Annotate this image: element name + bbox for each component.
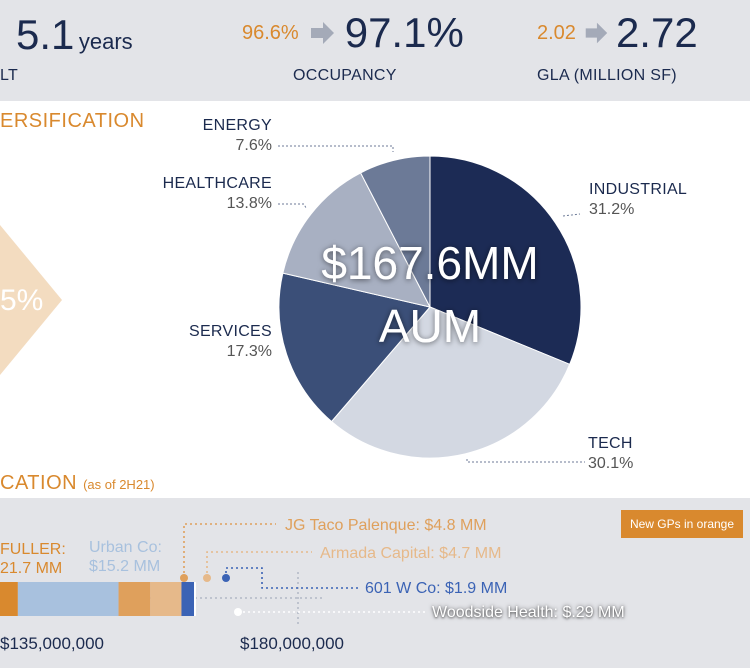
slice-name: INDUSTRIAL	[589, 181, 688, 198]
occupancy-label: OCCUPANCY	[293, 67, 397, 84]
slice-percent: 17.3%	[226, 343, 272, 360]
slice-percent: 31.2%	[589, 201, 635, 218]
slice-name: TECH	[588, 435, 633, 452]
diversification-title: ERSIFICATION	[0, 110, 145, 132]
x-tick-135m: $135,000,000	[0, 634, 104, 653]
bar-label-urban: Urban Co: $15.2 MM	[89, 538, 162, 576]
occupancy-from: 96.6%	[242, 21, 299, 44]
pie-label-energy: ENERGY 7.6%	[190, 116, 272, 156]
marker-jg	[180, 574, 188, 582]
bar-label-line: Urban Co:	[89, 539, 162, 556]
wale-label: LT	[0, 67, 19, 84]
gla-stat: 2.02 2.72	[537, 12, 698, 54]
bar-label-armada: Armada Capital: $4.7 MM	[320, 545, 502, 562]
leader-industrial	[562, 213, 581, 217]
allocation-title-text: CATION	[0, 472, 78, 494]
allocation-title-note: (as of 2H21)	[83, 477, 155, 492]
slice-name: ENERGY	[202, 117, 272, 134]
bar-label-601w: 601 W Co: $1.9 MM	[365, 580, 508, 597]
pie-center-line1: $167.6MM	[321, 237, 538, 289]
bar-label-line: 21.7 MM	[0, 560, 63, 577]
wale-value: 5.1	[16, 11, 75, 58]
gla-from: 2.02	[537, 21, 576, 44]
bar-label-jg: JG Taco Palenque: $4.8 MM	[285, 517, 487, 534]
pie-label-tech: TECH 30.1%	[588, 434, 633, 474]
leader-jg	[183, 523, 276, 578]
slice-percent: 30.1%	[588, 455, 634, 472]
new-gps-note: New GPs in orange	[621, 510, 743, 538]
pie-center-line2: AUM	[379, 300, 481, 352]
leader-healthcare	[278, 203, 307, 209]
leader-tech	[466, 459, 585, 463]
slice-percent: 13.8%	[226, 195, 272, 212]
pie-label-healthcare: HEALTHCARE 13.8%	[150, 174, 272, 214]
occupancy-stat: 96.6% 97.1%	[242, 12, 464, 54]
stats-band	[0, 0, 750, 101]
leader-601w	[225, 567, 358, 589]
bar-label-line: $15.2 MM	[89, 558, 161, 575]
gla-to: 2.72	[615, 9, 698, 56]
right-arrow-icon	[310, 22, 334, 44]
slice-name: HEALTHCARE	[162, 175, 272, 192]
bar-segment-0	[0, 582, 18, 616]
bar-label-woodside: Woodside Health: $.29 MM	[432, 604, 625, 621]
wale-stat: 5.1 years	[16, 14, 133, 56]
slice-percent: 7.6%	[235, 137, 272, 154]
bar-label-fuller: FULLER: 21.7 MM	[0, 540, 66, 578]
bar-segment-5	[194, 582, 196, 616]
bar-segment-4	[181, 582, 195, 616]
pie-slice-industrial	[429, 155, 582, 365]
bar-segment-3	[150, 582, 182, 616]
wale-unit: years	[78, 29, 133, 54]
chevron-badge	[0, 225, 62, 375]
gla-label: GLA (MILLION SF)	[537, 67, 677, 84]
marker-armada	[203, 574, 211, 582]
x-tick-180m: $180,000,000	[240, 634, 344, 653]
occupancy-to: 97.1%	[344, 9, 464, 56]
pie-slice-healthcare	[282, 172, 431, 308]
pie-slice-services	[278, 272, 431, 423]
bar-label-line: FULLER:	[0, 541, 66, 558]
bar-segment-1	[17, 582, 119, 616]
slice-name: SERVICES	[188, 323, 272, 340]
pie-label-industrial: INDUSTRIAL 31.2%	[589, 180, 687, 220]
allocation-title: CATION (as of 2H21)	[0, 472, 155, 495]
chevron-text: 5%	[0, 284, 44, 317]
pie-slice-tech	[330, 306, 571, 459]
pie-label-services: SERVICES 17.3%	[170, 322, 272, 362]
bar-segment-2	[118, 582, 151, 616]
pie-slice-energy	[359, 155, 431, 308]
leader-armada	[206, 551, 312, 578]
marker-woodside	[234, 608, 242, 616]
right-arrow-icon	[585, 22, 608, 44]
marker-601w	[222, 574, 230, 582]
